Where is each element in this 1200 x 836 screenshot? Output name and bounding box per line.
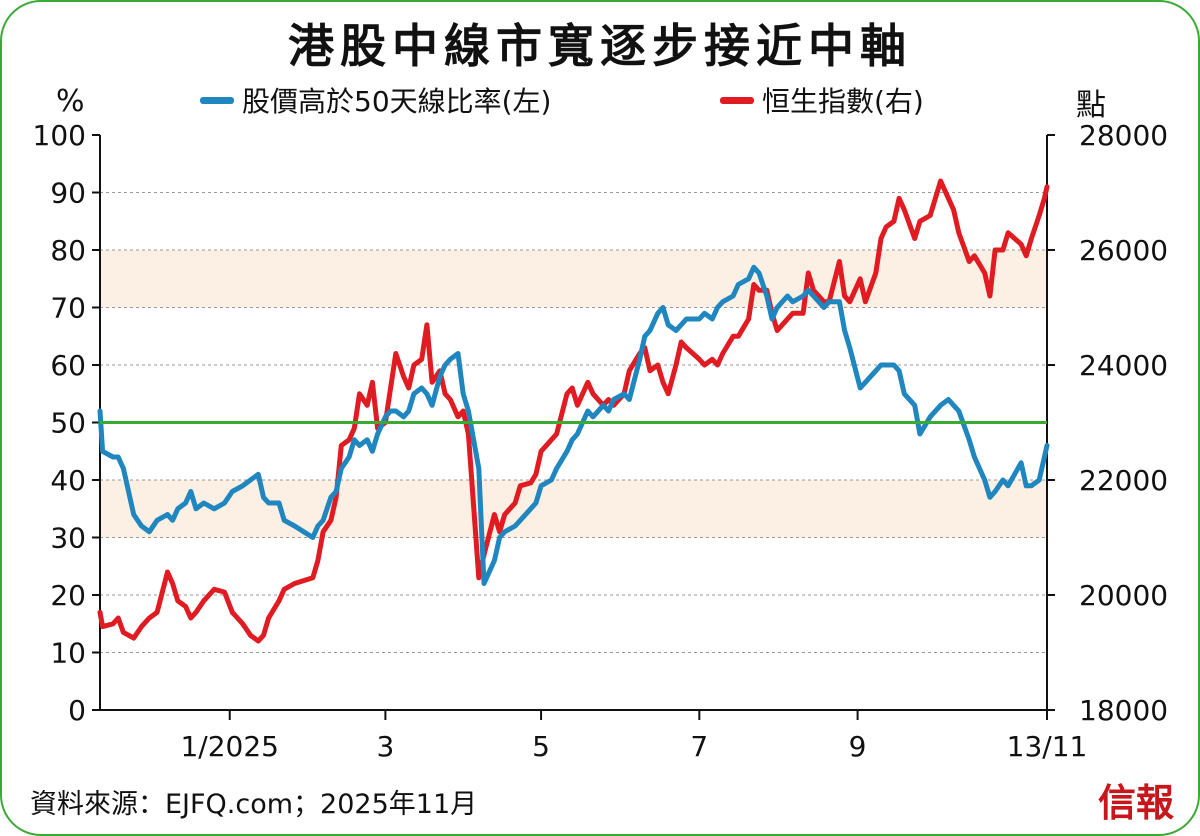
left-tick-label-20: 20: [50, 579, 86, 612]
legend-item-breadth: 股價高於50天線比率(左): [200, 80, 551, 120]
x-tick-label-5: 13/11: [1007, 730, 1088, 763]
left-tick-label-50: 50: [50, 407, 86, 440]
left-tick-label-10: 10: [50, 637, 86, 670]
x-tick-label-2: 5: [532, 730, 550, 763]
left-tick-label-30: 30: [50, 522, 86, 555]
x-tick-label-1: 3: [376, 730, 394, 763]
left-tick-label-80: 80: [50, 234, 86, 267]
left-tick-label-40: 40: [50, 464, 86, 497]
right-tick-label-28000: 28000: [1079, 119, 1168, 152]
left-tick-label-90: 90: [50, 177, 86, 210]
hsi-series-line: [97, 178, 1050, 644]
right-tick-label-18000: 18000: [1079, 694, 1168, 727]
x-tick-label-4: 9: [849, 730, 867, 763]
shade-band-1: [100, 480, 1047, 538]
left-tick-label-60: 60: [50, 349, 86, 382]
right-axis-unit: 點: [1076, 88, 1106, 123]
breadth-series-line: [97, 264, 1050, 586]
legend-label-breadth: 股價高於50天線比率(左): [242, 85, 552, 118]
chart-title: 港股中線市寬逐步接近中軸: [288, 19, 912, 73]
legend: 股價高於50天線比率(左) 恒生指數(右): [200, 80, 1000, 120]
right-tick-label-22000: 22000: [1079, 464, 1168, 497]
left-axis-unit: %: [56, 84, 85, 119]
x-tick-label-3: 7: [690, 730, 708, 763]
left-tick-label-100: 100: [33, 119, 86, 152]
legend-swatch-breadth: [200, 96, 234, 104]
right-tick-label-20000: 20000: [1079, 579, 1168, 612]
right-tick-label-24000: 24000: [1079, 349, 1168, 382]
publisher-logo: 信報: [1097, 780, 1174, 825]
left-tick-label-0: 0: [68, 694, 86, 727]
left-tick-label-70: 70: [50, 292, 86, 325]
source-note: 資料來源：EJFQ.com；2025年11月: [30, 789, 478, 820]
shade-band-0: [100, 250, 1047, 308]
legend-swatch-hsi: [720, 96, 754, 104]
x-tick-label-0: 1/2025: [180, 730, 279, 763]
legend-label-hsi: 恒生指數(右): [762, 85, 924, 118]
right-tick-label-26000: 26000: [1079, 234, 1168, 267]
legend-item-hsi: 恒生指數(右): [720, 80, 924, 120]
